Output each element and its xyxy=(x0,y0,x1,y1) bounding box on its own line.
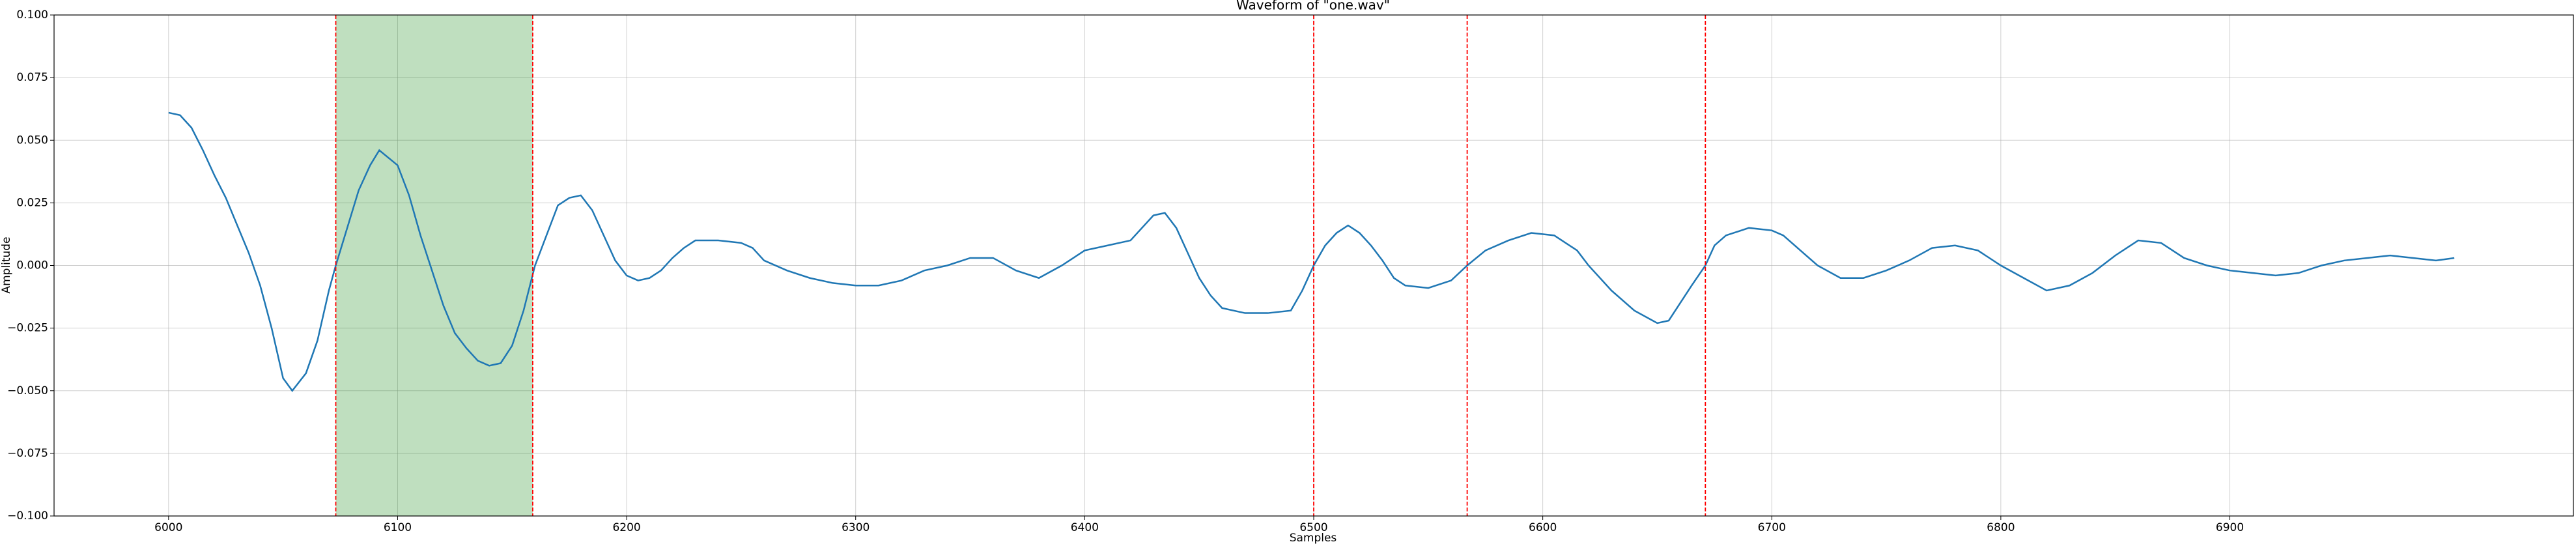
x-tick-label: 6000 xyxy=(154,521,182,534)
y-tick-label: −0.075 xyxy=(7,447,48,460)
y-axis-label: Amplitude xyxy=(0,236,13,293)
y-tick-label: −0.050 xyxy=(7,384,48,397)
x-tick-label: 6200 xyxy=(612,521,640,534)
x-tick-label: 6300 xyxy=(842,521,870,534)
waveform-line xyxy=(168,111,2455,392)
x-tick-label: 6500 xyxy=(1299,521,1327,534)
plot-frame xyxy=(53,14,2574,517)
y-tick-label: 0.050 xyxy=(16,134,48,147)
highlight-span xyxy=(335,15,533,516)
y-tick-label: 0.000 xyxy=(16,259,48,272)
y-tick-label: 0.100 xyxy=(16,8,48,21)
y-tick-label: −0.100 xyxy=(7,509,48,523)
x-axis-label: Samples xyxy=(1290,532,1337,544)
y-tick-label: −0.025 xyxy=(7,322,48,335)
x-tick-label: 6900 xyxy=(2216,521,2244,534)
y-tick-label: 0.075 xyxy=(16,71,48,84)
x-tick-label: 6600 xyxy=(1529,521,1557,534)
x-tick-label: 6700 xyxy=(1758,521,1786,534)
y-tick-label: 0.025 xyxy=(16,196,48,209)
x-tick-label: 6100 xyxy=(384,521,412,534)
x-tick-label: 6400 xyxy=(1071,521,1099,534)
chart-title: Waveform of "one.wav" xyxy=(1236,0,1390,13)
x-tick-label: 6800 xyxy=(1987,521,2015,534)
